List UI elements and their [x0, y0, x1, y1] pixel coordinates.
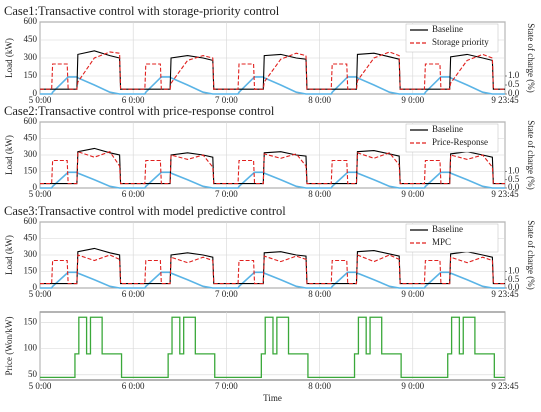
x-tick-label: 8 0:00: [308, 289, 331, 299]
series-line: [40, 254, 505, 285]
x-tick-label: 9 0:00: [401, 289, 424, 299]
y2-axis-label: State of charge (%): [526, 220, 536, 290]
y-tick-label: 0: [33, 182, 38, 192]
legend-label: Baseline: [432, 124, 463, 134]
x-tick-label: 9 23:45: [491, 95, 519, 105]
series-line: [40, 316, 505, 379]
y2-tick-label: 1.0: [508, 166, 520, 176]
y-tick-label: 300: [24, 52, 38, 62]
y2-tick-label: 0.5: [508, 274, 520, 284]
x-tick-label: 6 0:00: [122, 381, 145, 391]
y2-axis-label: State of charge (%): [526, 120, 536, 190]
chart-title: Case3:Transactive control with model pre…: [4, 204, 286, 218]
soc-line: [40, 76, 505, 95]
y-tick-label: 150: [24, 266, 38, 276]
legend-label: Price-Response: [432, 137, 488, 147]
x-tick-label: 6 0:00: [122, 189, 145, 199]
legend-label: Storage priority: [432, 37, 489, 47]
x-tick-label: 5 0:00: [29, 95, 52, 105]
y2-axis-label: State of charge (%): [526, 23, 536, 93]
y-axis-label: Load (kW): [4, 235, 14, 275]
y-tick-label: 50: [28, 369, 38, 379]
y-tick-label: 300: [24, 149, 38, 159]
y-tick-label: 600: [24, 216, 38, 226]
y-tick-label: 450: [24, 34, 38, 44]
y2-tick-label: 0.5: [508, 174, 520, 184]
y-tick-label: 600: [24, 116, 38, 126]
soc-line: [40, 271, 505, 289]
x-axis-label: Time: [263, 393, 282, 403]
legend-box: [405, 123, 499, 153]
y2-tick-label: 0.0: [508, 182, 520, 192]
x-tick-label: 7 0:00: [215, 381, 238, 391]
x-tick-label: 5 0:00: [29, 289, 52, 299]
series-line: [40, 51, 505, 90]
soc-line: [40, 171, 505, 189]
y-axis-label: Load (kW): [4, 38, 14, 78]
chart-title: Case1:Transactive control with storage-p…: [4, 4, 280, 18]
x-tick-label: 9 23:45: [491, 381, 519, 391]
y2-tick-label: 0.5: [508, 79, 520, 89]
x-tick-label: 8 0:00: [308, 381, 331, 391]
x-tick-label: 9 23:45: [491, 189, 519, 199]
y2-tick-label: 1.0: [508, 70, 520, 80]
y-tick-label: 150: [24, 166, 38, 176]
y-tick-label: 100: [24, 343, 38, 353]
y-tick-label: 150: [24, 317, 38, 327]
legend-label: Baseline: [432, 224, 463, 234]
y-axis-label: Price (Won/kW): [4, 316, 14, 375]
y-tick-label: 300: [24, 249, 38, 259]
chart-title: Case2:Transactive control with price-res…: [4, 104, 275, 118]
series-line: [40, 147, 505, 185]
y2-tick-label: 0.0: [508, 88, 520, 98]
x-tick-label: 9 23:45: [491, 289, 519, 299]
x-tick-label: 6 0:00: [122, 289, 145, 299]
y2-tick-label: 1.0: [508, 266, 520, 276]
y-tick-label: 0: [33, 282, 38, 292]
x-tick-label: 9 0:00: [401, 381, 424, 391]
x-tick-label: 7 0:00: [215, 289, 238, 299]
x-tick-label: 7 0:00: [215, 189, 238, 199]
y-tick-label: 450: [24, 133, 38, 143]
y-tick-label: 450: [24, 233, 38, 243]
y-tick-label: 600: [24, 16, 38, 26]
series-line: [40, 150, 505, 185]
legend-label: Baseline: [432, 24, 463, 34]
legend-box: [405, 23, 499, 53]
x-tick-label: 8 0:00: [308, 95, 331, 105]
y-tick-label: 150: [24, 70, 38, 80]
y2-tick-label: 0.0: [508, 282, 520, 292]
x-tick-label: 6 0:00: [122, 95, 145, 105]
x-tick-label: 5 0:00: [29, 381, 52, 391]
y-axis-label: Load (kW): [4, 135, 14, 175]
x-tick-label: 9 0:00: [401, 95, 424, 105]
legend-label: MPC: [432, 237, 451, 247]
x-tick-label: 5 0:00: [29, 189, 52, 199]
y-tick-label: 0: [33, 88, 38, 98]
legend-box: [405, 223, 499, 253]
x-tick-label: 7 0:00: [215, 95, 238, 105]
x-tick-label: 9 0:00: [401, 189, 424, 199]
x-tick-label: 8 0:00: [308, 189, 331, 199]
